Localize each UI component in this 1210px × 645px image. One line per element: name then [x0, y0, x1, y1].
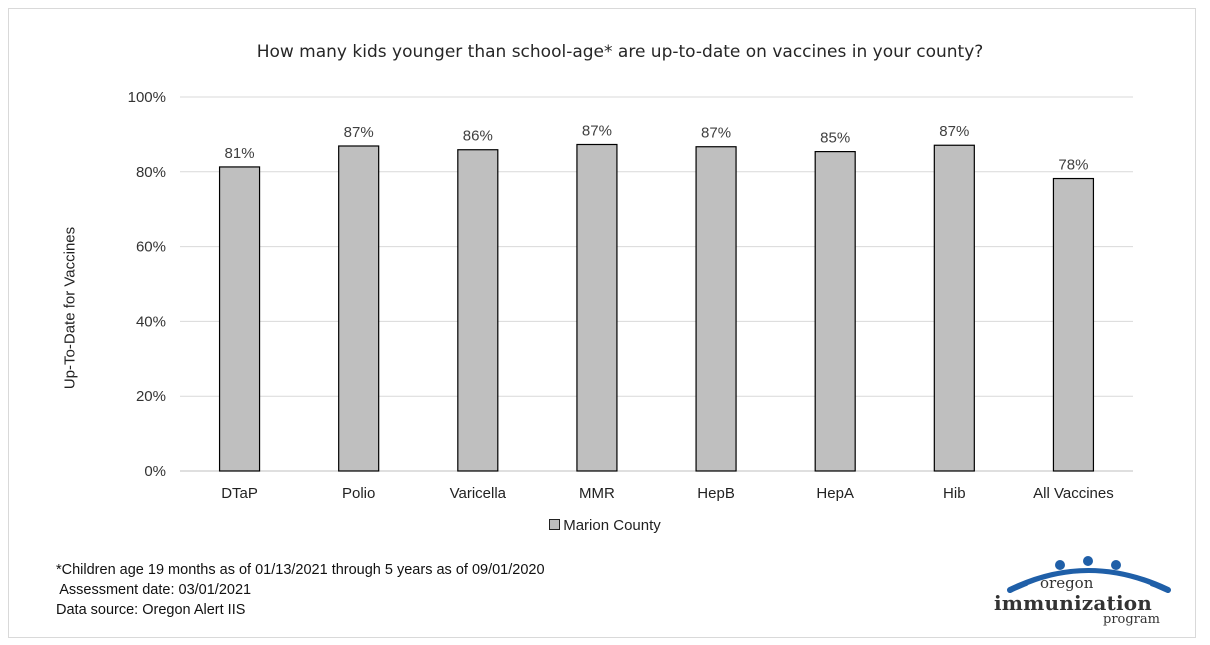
x-tick-label: MMR: [579, 485, 615, 502]
y-tick-label: 100%: [128, 89, 166, 106]
footnote-children-age: *Children age 19 months as of 01/13/2021…: [56, 562, 545, 578]
data-label: 87%: [939, 123, 969, 140]
logo-figures-icon: [1007, 556, 1171, 593]
oregon-immunization-program-logo: oregon immunization program: [988, 556, 1188, 632]
logo-line-program: program: [1103, 612, 1160, 627]
logo-line-immunization: immunization: [994, 591, 1153, 615]
bar-all-vaccines: [1052, 177, 1095, 472]
legend: Marion County: [0, 517, 1210, 534]
y-tick-label: 80%: [136, 164, 166, 181]
logo-line-oregon: oregon: [1040, 574, 1094, 592]
data-label: 87%: [701, 125, 731, 142]
bar-dtap: [218, 166, 261, 472]
data-label: 85%: [820, 130, 850, 147]
footnote-data-source: Data source: Oregon Alert IIS: [56, 602, 246, 618]
bar-mmr: [576, 143, 618, 472]
x-tick-label: Hib: [943, 485, 966, 502]
y-tick-label: 40%: [136, 313, 166, 330]
footnotes: *Children age 19 months as of 01/13/2021…: [56, 560, 545, 620]
x-tick-label: Varicella: [450, 485, 507, 502]
data-label: 86%: [463, 128, 493, 145]
x-tick-label: HepA: [816, 485, 854, 502]
bar-hepb: [695, 146, 737, 472]
legend-swatch: [549, 519, 561, 530]
data-label: 78%: [1058, 157, 1088, 174]
x-tick-label: All Vaccines: [1033, 485, 1114, 502]
bar-hepa: [814, 151, 856, 472]
x-tick-label: DTaP: [221, 485, 258, 502]
bar-hib: [933, 144, 975, 472]
x-tick-label: Polio: [342, 485, 375, 502]
data-label: 81%: [225, 145, 255, 162]
chart-title: How many kids younger than school-age* a…: [256, 42, 984, 62]
data-label: 87%: [582, 122, 612, 139]
bar-polio: [338, 145, 380, 472]
y-tick-label: 20%: [136, 388, 166, 405]
legend-label: Marion County: [563, 517, 661, 534]
y-tick-label: 0%: [144, 463, 166, 480]
bar-varicella: [457, 149, 499, 472]
x-tick-label: HepB: [697, 485, 735, 502]
y-tick-label: 60%: [136, 239, 166, 256]
data-label: 87%: [344, 124, 374, 141]
footnote-assessment-date: Assessment date: 03/01/2021: [56, 582, 252, 598]
